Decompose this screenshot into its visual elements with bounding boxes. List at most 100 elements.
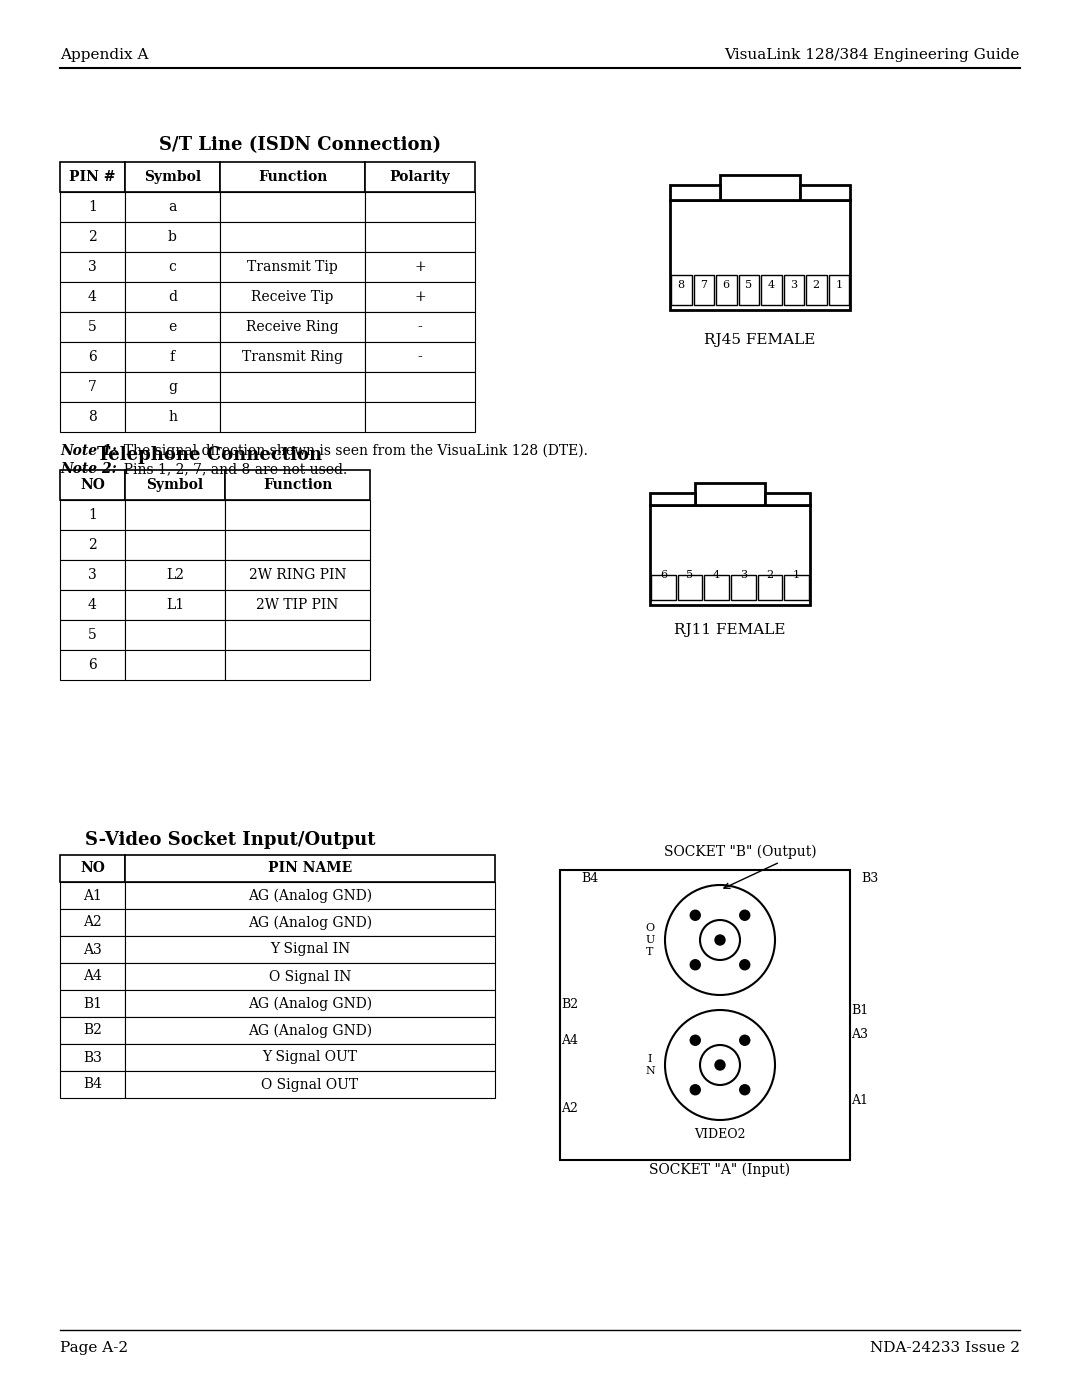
Text: 1: 1 (793, 570, 800, 580)
Text: 2W RING PIN: 2W RING PIN (248, 569, 347, 583)
Text: SOCKET "A" (Input): SOCKET "A" (Input) (649, 1162, 791, 1178)
Bar (720, 175, 800, 200)
Bar (783, 275, 804, 305)
Text: A2: A2 (562, 1101, 579, 1115)
Bar (693, 275, 714, 305)
Bar (60, 342, 125, 372)
Bar (365, 402, 475, 432)
Text: O Signal IN: O Signal IN (269, 970, 351, 983)
Bar (60, 882, 125, 909)
Bar (784, 576, 809, 599)
Text: 2: 2 (89, 538, 97, 552)
Text: 5: 5 (89, 320, 97, 334)
Text: NO: NO (80, 478, 105, 492)
Circle shape (715, 935, 725, 944)
Bar (365, 251, 475, 282)
Bar (225, 620, 370, 650)
Text: A4: A4 (562, 1034, 579, 1046)
Bar (125, 469, 225, 500)
Bar (731, 576, 756, 599)
Text: B2: B2 (83, 1024, 102, 1038)
Bar (125, 312, 220, 342)
Text: Page A-2: Page A-2 (60, 1341, 129, 1355)
Text: 1: 1 (89, 200, 97, 214)
Bar (60, 936, 125, 963)
Text: 3: 3 (791, 279, 797, 291)
Text: B4: B4 (83, 1077, 102, 1091)
Text: RJ45 FEMALE: RJ45 FEMALE (704, 332, 815, 346)
Circle shape (740, 1084, 750, 1095)
Text: Function: Function (258, 170, 327, 184)
Text: Receive Ring: Receive Ring (246, 320, 339, 334)
Bar (704, 576, 729, 599)
Bar (60, 650, 125, 680)
Bar (125, 882, 495, 909)
Bar (125, 222, 220, 251)
Bar (806, 275, 826, 305)
Bar (220, 251, 365, 282)
Bar (761, 275, 782, 305)
Bar (125, 1071, 495, 1098)
Text: NDA-24233 Issue 2: NDA-24233 Issue 2 (870, 1341, 1020, 1355)
Bar (60, 963, 125, 990)
Bar (716, 275, 737, 305)
Text: f: f (170, 351, 175, 365)
Text: 2: 2 (767, 570, 773, 580)
Text: 3: 3 (89, 569, 97, 583)
Text: 7: 7 (700, 279, 707, 291)
Bar (225, 650, 370, 680)
Bar (225, 590, 370, 620)
Bar (220, 162, 365, 191)
Text: B1: B1 (83, 996, 102, 1010)
Text: d: d (168, 291, 177, 305)
Text: AG (Analog GND): AG (Analog GND) (248, 996, 373, 1010)
Bar (60, 990, 125, 1017)
Text: Note 2:: Note 2: (60, 462, 117, 476)
Bar (220, 402, 365, 432)
Bar (670, 200, 850, 310)
Text: 2W TIP PIN: 2W TIP PIN (256, 598, 339, 612)
Bar (220, 372, 365, 402)
Bar (758, 576, 782, 599)
Text: +: + (415, 291, 426, 305)
Text: RJ11 FEMALE: RJ11 FEMALE (674, 623, 786, 637)
Text: A3: A3 (851, 1028, 868, 1042)
Bar (670, 184, 720, 200)
Bar (651, 576, 676, 599)
Text: S-Video Socket Input/Output: S-Video Socket Input/Output (84, 831, 375, 849)
Bar (60, 620, 125, 650)
Text: I
N: I N (645, 1055, 654, 1076)
Bar (650, 504, 810, 605)
Text: g: g (168, 380, 177, 394)
Text: 1: 1 (835, 279, 842, 291)
Bar (125, 936, 495, 963)
Bar (561, 870, 850, 1160)
Text: Transmit Tip: Transmit Tip (247, 260, 338, 274)
Text: Function: Function (262, 478, 333, 492)
Text: Transmit Ring: Transmit Ring (242, 351, 343, 365)
Circle shape (715, 1060, 725, 1070)
Bar (365, 312, 475, 342)
Text: 3: 3 (89, 260, 97, 274)
Bar (125, 560, 225, 590)
Bar (225, 529, 370, 560)
Text: B4: B4 (581, 872, 598, 884)
Text: 2: 2 (812, 279, 820, 291)
Text: Appendix A: Appendix A (60, 47, 149, 61)
Bar (60, 251, 125, 282)
Text: A3: A3 (83, 943, 102, 957)
Text: SOCKET "B" (Output): SOCKET "B" (Output) (664, 845, 816, 859)
Text: -: - (418, 351, 422, 365)
Bar (60, 1071, 125, 1098)
Bar (125, 500, 225, 529)
Text: L1: L1 (166, 598, 184, 612)
Bar (125, 342, 220, 372)
Text: NO: NO (80, 862, 105, 876)
Text: A1: A1 (83, 888, 102, 902)
Text: 6: 6 (89, 658, 97, 672)
Circle shape (740, 960, 750, 970)
Bar (828, 275, 849, 305)
Bar (60, 162, 125, 191)
Bar (60, 282, 125, 312)
Bar (671, 275, 691, 305)
